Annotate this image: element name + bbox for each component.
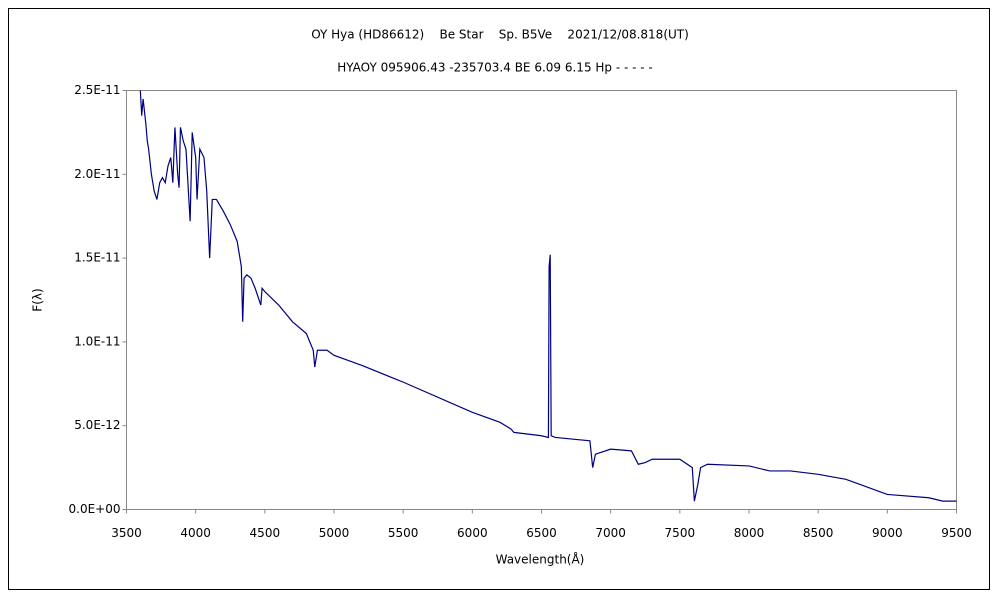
x-tick-label: 3500: [111, 526, 142, 540]
x-axis-label: Wavelength(Å): [496, 552, 585, 567]
x-tick-label: 8500: [803, 526, 834, 540]
y-tick-label: 5.0E-12: [74, 418, 120, 432]
y-tick-label: 1.5E-11: [74, 251, 120, 265]
y-tick-label: 0.0E+00: [69, 502, 121, 516]
chart-title: OY Hya (HD86612) Be Star Sp. B5Ve 2021/1…: [311, 28, 689, 42]
x-tick-label: 5500: [388, 526, 419, 540]
x-tick-label: 7000: [595, 526, 626, 540]
x-tick-label: 6000: [457, 526, 488, 540]
x-tick-label: 9000: [872, 526, 903, 540]
x-tick-label: 4500: [250, 526, 281, 540]
spectrum-line: [139, 90, 957, 502]
y-tick-label: 2.5E-11: [74, 83, 120, 97]
x-tick-label: 6500: [526, 526, 557, 540]
plot-area: [126, 90, 957, 510]
y-axis-label: F(λ): [31, 288, 45, 311]
x-tick-label: 5000: [319, 526, 350, 540]
x-tick-label: 4000: [180, 526, 211, 540]
y-tick-label: 1.0E-11: [74, 334, 120, 348]
chart-subtitle: HYAOY 095906.43 -235703.4 BE 6.09 6.15 H…: [337, 61, 653, 75]
x-tick-label: 9500: [941, 526, 972, 540]
y-tick-label: 2.0E-11: [74, 167, 120, 181]
x-tick-label: 7500: [665, 526, 696, 540]
x-tick-label: 8000: [734, 526, 765, 540]
